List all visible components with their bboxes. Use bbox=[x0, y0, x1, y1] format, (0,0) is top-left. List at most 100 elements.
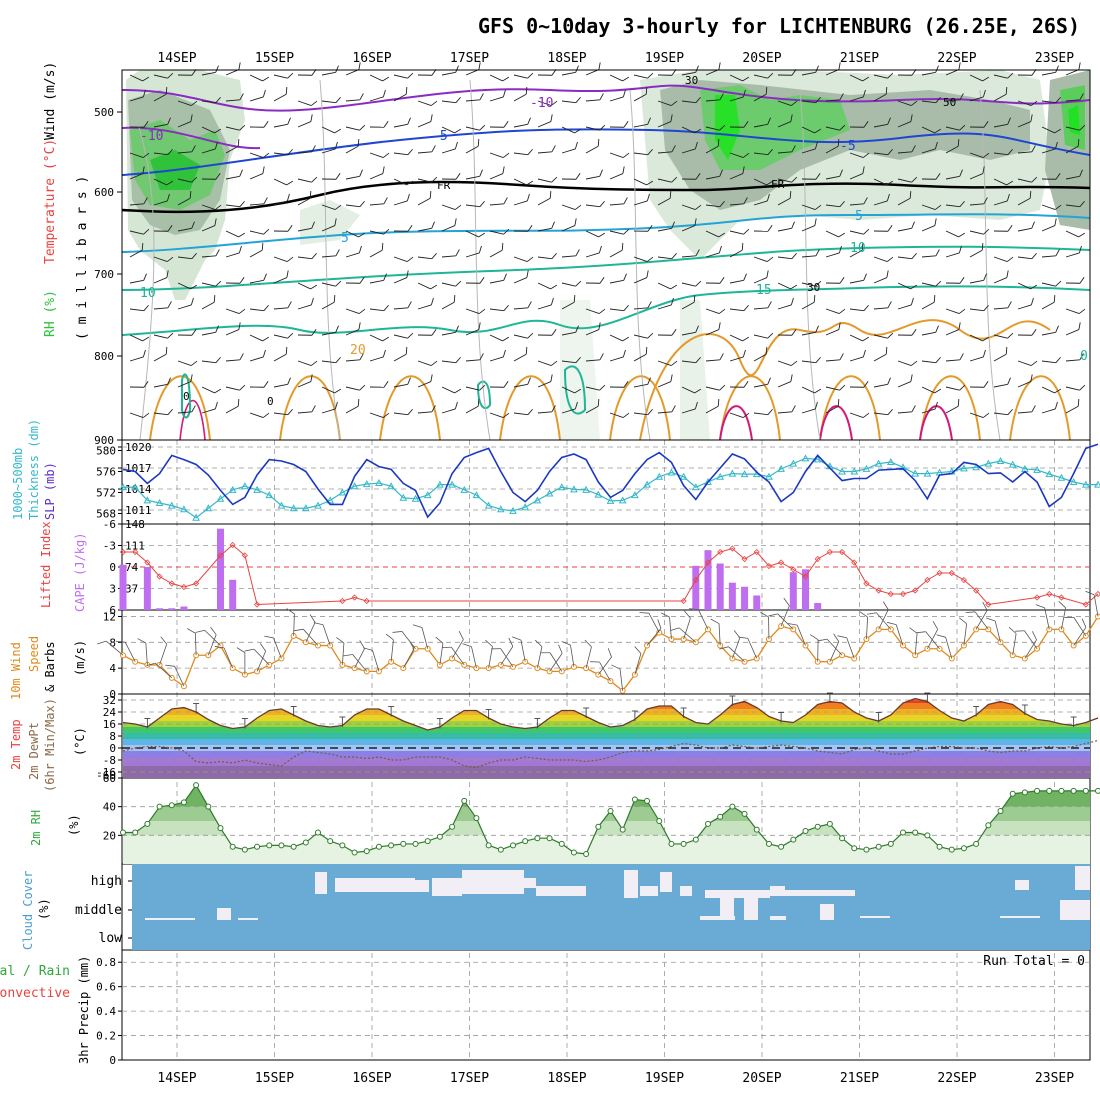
rh-point bbox=[327, 838, 334, 845]
wind-barb bbox=[489, 381, 509, 388]
cape-bar bbox=[692, 565, 700, 610]
pressure-tick: 500 bbox=[94, 106, 114, 119]
wind-barb-10m bbox=[549, 644, 563, 672]
thickness_1000_500mb-point bbox=[923, 469, 932, 477]
wind-barb bbox=[273, 332, 294, 339]
lifted_index-point bbox=[156, 573, 163, 580]
millibars-label: ( m i l l i b a r s ) bbox=[75, 176, 90, 340]
wind-barb bbox=[585, 124, 606, 131]
wind-barb bbox=[225, 245, 242, 258]
wind-barb bbox=[993, 86, 1008, 102]
date-label: 14SEP bbox=[157, 51, 196, 66]
lifted_index-line bbox=[123, 544, 1099, 606]
contour-label: 50 bbox=[943, 96, 956, 109]
wind-barb bbox=[201, 65, 219, 76]
wind-barb bbox=[969, 412, 990, 418]
date-label: 22SEP bbox=[937, 1071, 976, 1086]
wind-barb-10m bbox=[159, 636, 168, 666]
wind-barb bbox=[201, 96, 221, 104]
wind-barb bbox=[897, 190, 912, 206]
wind-barb bbox=[921, 325, 939, 336]
thickness_1000_500mb-point bbox=[509, 506, 517, 514]
wind-barb bbox=[993, 332, 1014, 339]
wind-barb bbox=[297, 145, 316, 154]
lifted-index-label: Lifted Index bbox=[39, 521, 53, 608]
wind-barb-10m bbox=[214, 646, 234, 669]
wind-barb bbox=[825, 353, 844, 362]
wind-barb bbox=[153, 193, 170, 206]
rh-point bbox=[254, 843, 261, 850]
rh-fill bbox=[123, 785, 1090, 864]
wind-barb bbox=[729, 89, 746, 102]
wind-barb bbox=[417, 100, 438, 106]
wind-barb-10m bbox=[435, 636, 444, 665]
lifted_index-point bbox=[1082, 601, 1089, 608]
thickness_1000_500mb-point bbox=[496, 505, 505, 513]
wind-barb bbox=[201, 294, 216, 310]
wind-barb bbox=[177, 282, 198, 290]
wind-barb bbox=[825, 398, 840, 414]
wind-barb bbox=[513, 148, 533, 156]
wind-barb bbox=[225, 230, 246, 238]
precip-convective-label: Convective bbox=[0, 986, 70, 1001]
wind-barb bbox=[921, 249, 940, 258]
wind-barb bbox=[441, 65, 459, 76]
date-label: 23SEP bbox=[1035, 1071, 1074, 1086]
wind-barb bbox=[153, 377, 171, 388]
axis-tick-label: -6 bbox=[103, 518, 116, 531]
wind-barb bbox=[465, 230, 486, 238]
wind-barb bbox=[801, 173, 821, 180]
lifted_index-point bbox=[899, 590, 907, 598]
rh-band bbox=[123, 806, 1090, 821]
wind-barb-10m bbox=[837, 635, 855, 659]
wind-barb bbox=[993, 72, 1014, 79]
rh-point bbox=[217, 825, 224, 832]
wind-barb bbox=[201, 249, 220, 258]
wind-barb bbox=[417, 374, 433, 388]
wind-barb bbox=[537, 190, 552, 206]
wind-barb-10m bbox=[540, 652, 563, 672]
wind-barb-10m bbox=[354, 640, 365, 669]
thickness_1000_500mb-point bbox=[582, 485, 590, 493]
lifted_index-point bbox=[753, 548, 760, 556]
wind-barb bbox=[609, 349, 626, 362]
cloud-gap bbox=[660, 872, 672, 892]
cloud-gap bbox=[680, 886, 692, 896]
rh-point bbox=[302, 839, 309, 846]
wind-barb bbox=[513, 72, 534, 79]
wind-barb bbox=[513, 332, 534, 339]
wind-barb bbox=[1065, 93, 1084, 102]
wind-barb bbox=[801, 401, 818, 414]
wind-barb bbox=[633, 346, 648, 362]
wind-barb bbox=[969, 152, 990, 158]
lifted_index-point bbox=[814, 555, 821, 563]
wind-barb bbox=[201, 141, 218, 154]
precip-total-label: Total / Rain bbox=[0, 964, 70, 979]
dewpoint_2m-line bbox=[122, 739, 1099, 769]
wind-barb-10m bbox=[363, 647, 380, 672]
wind-barb bbox=[753, 256, 774, 262]
wind-barb bbox=[417, 297, 434, 310]
wind-barb bbox=[921, 96, 941, 104]
temperature_2m-line bbox=[122, 697, 1099, 731]
date-label: 21SEP bbox=[840, 1071, 879, 1086]
wind-barb bbox=[417, 405, 436, 414]
wind-barb bbox=[225, 353, 244, 362]
wind-barb bbox=[129, 197, 148, 206]
wind-barb bbox=[273, 256, 294, 262]
wind-10m-panel: 0 4 8 12 bbox=[97, 590, 1100, 701]
cloud-gap bbox=[217, 908, 231, 920]
thickness_1000_500mb-point bbox=[338, 488, 347, 496]
rh-point bbox=[778, 843, 785, 850]
rh-point bbox=[985, 822, 992, 829]
wind-barb bbox=[513, 256, 534, 262]
wind-barb bbox=[297, 374, 313, 388]
rh-point bbox=[863, 846, 870, 853]
axis-tick-label: 32 bbox=[103, 694, 116, 707]
wind-barb bbox=[249, 197, 268, 206]
wind-barb bbox=[1065, 277, 1085, 284]
wind-barb bbox=[897, 114, 913, 128]
lifted_index-point bbox=[704, 559, 712, 566]
wind-barb bbox=[681, 401, 698, 414]
wind-barb bbox=[321, 356, 341, 364]
